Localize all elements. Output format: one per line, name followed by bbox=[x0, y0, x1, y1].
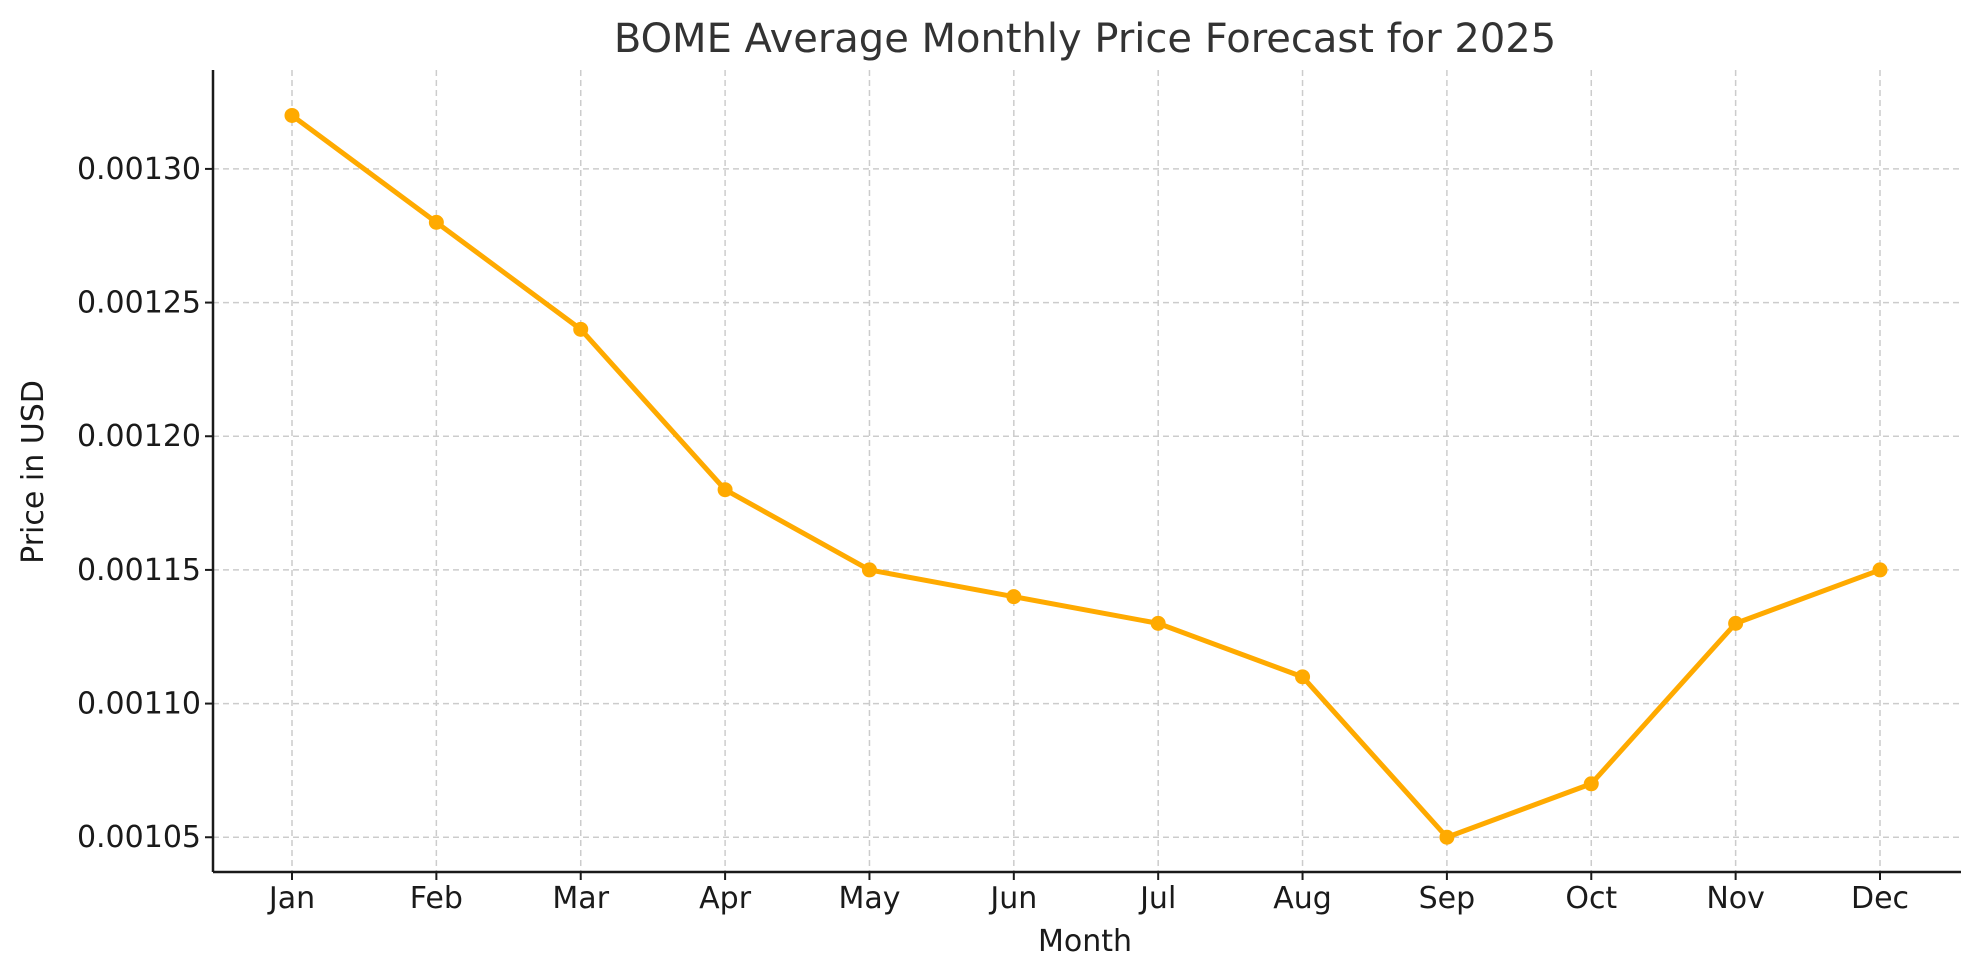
x-axis-ticks: Jan Feb Mar Apr May Jun Jul Aug Sep Oct Nov Dec bbox=[267, 872, 1909, 916]
data-point-may bbox=[861, 562, 877, 578]
y-tick-label-3: 0.00120 bbox=[77, 419, 201, 454]
x-tick-label-oct: Oct bbox=[1565, 881, 1617, 916]
data-point-jul bbox=[1150, 615, 1166, 631]
data-point-aug bbox=[1295, 669, 1311, 685]
data-point-mar bbox=[573, 321, 589, 337]
data-point-feb bbox=[428, 214, 444, 230]
axes bbox=[211, 70, 1961, 874]
y-tick-label-1: 0.00110 bbox=[77, 687, 201, 722]
data-point-jun bbox=[1006, 589, 1022, 605]
y-axis-label: Price in USD bbox=[16, 380, 51, 564]
data-point-nov bbox=[1728, 615, 1744, 631]
x-tick-label-may: May bbox=[838, 881, 900, 916]
y-tick-label-5: 0.00130 bbox=[77, 152, 201, 187]
data-point-apr bbox=[717, 482, 733, 498]
series-layer bbox=[284, 107, 1888, 845]
data-point-oct bbox=[1583, 776, 1599, 792]
y-tick-label-2: 0.00115 bbox=[77, 553, 201, 588]
x-axis-label: Month bbox=[1038, 924, 1132, 959]
x-tick-label-sep: Sep bbox=[1419, 881, 1476, 916]
data-point-dec bbox=[1872, 562, 1888, 578]
data-point-sep bbox=[1439, 829, 1455, 845]
x-tick-label-apr: Apr bbox=[699, 881, 752, 916]
x-tick-label-nov: Nov bbox=[1706, 881, 1765, 916]
y-tick-label-0: 0.00105 bbox=[77, 820, 201, 855]
chart-title: BOME Average Monthly Price Forecast for … bbox=[614, 16, 1556, 62]
grid bbox=[213, 70, 1961, 872]
y-axis-ticks: 0.00105 0.00110 0.00115 0.00120 0.00125 0.001… bbox=[77, 152, 213, 855]
x-tick-label-jun: Jun bbox=[988, 881, 1037, 916]
x-tick-label-aug: Aug bbox=[1273, 881, 1332, 916]
x-tick-label-dec: Dec bbox=[1851, 881, 1909, 916]
x-tick-label-jul: Jul bbox=[1138, 881, 1176, 916]
x-tick-label-feb: Feb bbox=[410, 881, 463, 916]
x-tick-label-jan: Jan bbox=[267, 881, 315, 916]
data-point-jan bbox=[284, 107, 300, 123]
x-tick-label-mar: Mar bbox=[552, 881, 609, 916]
series-line-0 bbox=[289, 112, 1883, 840]
y-tick-label-4: 0.00125 bbox=[77, 286, 201, 321]
